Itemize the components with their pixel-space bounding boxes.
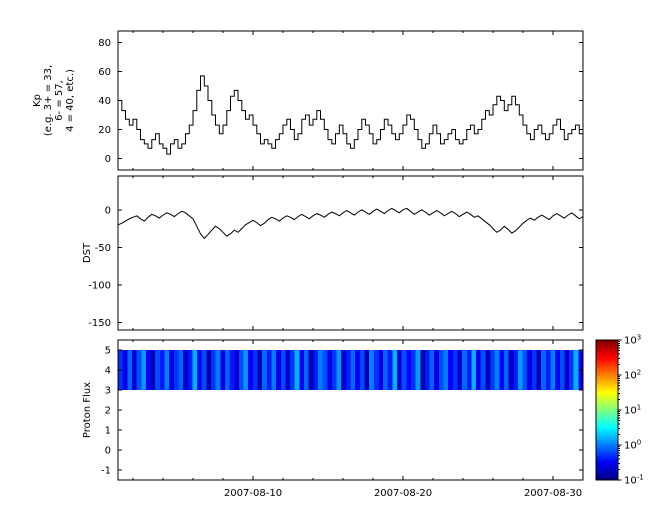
proton-flux-ytick-label: 4	[105, 366, 111, 377]
proton-flux-ytick-label: 0	[105, 446, 111, 457]
dst-ytick-label: 0	[105, 205, 111, 216]
dst-ytick-label: -150	[88, 318, 111, 329]
proton-flux-panel: 5 4 3 2 1 0 -1 Proton Flux	[82, 339, 584, 481]
dst-ytick-label: -50	[95, 243, 111, 254]
kp-ytick-label: 20	[98, 125, 111, 136]
dst-line	[117, 207, 584, 240]
proton-flux-ytick-label: -1	[101, 466, 111, 477]
colorbar-tick-label: 101	[624, 404, 641, 417]
kp-ytick-label: 80	[98, 38, 111, 49]
colorbar-tick-label: 100	[624, 439, 641, 452]
colorbar-tick-label: 10-1	[624, 474, 644, 487]
kp-panel: 0 20 40 60 80 Kp(e.g. 3+ = 33,6- = 57,4 = 40,…	[32, 30, 584, 171]
dst-ytick-label: -100	[88, 280, 111, 291]
colorbar-tick-label: 102	[624, 369, 641, 382]
kp-axis-label: Kp(e.g. 3+ = 33,6- = 57,4 = 40, etc.)	[32, 65, 76, 136]
proton-flux-ytick-label: 3	[105, 386, 111, 397]
kp-ytick-label: 40	[98, 96, 111, 107]
x-tick-label: 2007-08-10	[224, 488, 282, 499]
x-tick-label: 2007-08-30	[524, 488, 582, 499]
x-axis-labels: 2007-08-10 2007-08-20 2007-08-30	[224, 488, 582, 499]
colorbar: 103 102 101 100 10-1	[595, 334, 644, 487]
proton-flux-axis-label: Proton Flux	[82, 382, 93, 438]
colorbar-tick-label: 103	[624, 334, 641, 347]
proton-flux-ytick-label: 1	[105, 426, 111, 437]
kp-ytick-label: 0	[105, 154, 111, 165]
kp-line	[118, 75, 584, 155]
kp-ytick-label: 60	[98, 67, 111, 78]
dst-axis-label: DST	[82, 242, 93, 263]
proton-flux-spectrogram-band	[118, 350, 584, 390]
dst-panel: 0 -50 -100 -150 DST	[82, 175, 584, 331]
x-tick-label: 2007-08-20	[374, 488, 432, 499]
proton-flux-ytick-label: 2	[105, 406, 111, 417]
proton-flux-ytick-label: 5	[105, 346, 111, 357]
